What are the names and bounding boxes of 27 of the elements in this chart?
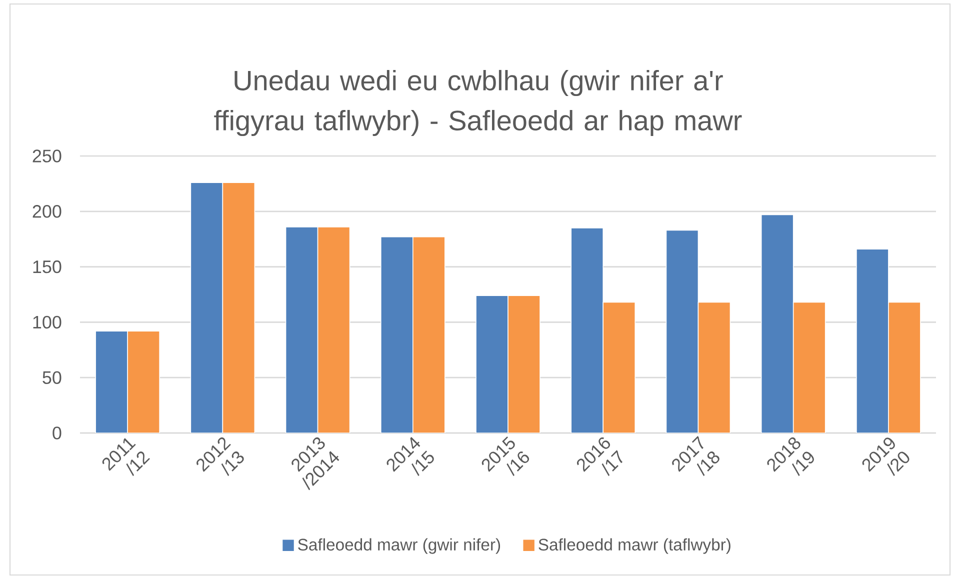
bar bbox=[128, 331, 160, 433]
bar bbox=[222, 182, 255, 433]
bar bbox=[571, 228, 604, 433]
bar bbox=[761, 214, 794, 433]
bar bbox=[793, 302, 826, 433]
y-tick-label: 150 bbox=[33, 260, 62, 274]
y-tick-label: 50 bbox=[42, 371, 62, 384]
y-tick-label: 0 bbox=[52, 426, 62, 440]
y-tick-label: 250 bbox=[32, 150, 62, 162]
y-tick-label: 200 bbox=[32, 205, 62, 218]
bar bbox=[318, 226, 350, 433]
bar bbox=[856, 248, 889, 433]
y-tick-label: 100 bbox=[33, 316, 62, 329]
bar bbox=[476, 296, 508, 433]
bar bbox=[698, 302, 730, 433]
bar bbox=[380, 236, 413, 433]
bar bbox=[666, 230, 698, 433]
bar bbox=[190, 182, 223, 433]
bar bbox=[96, 331, 128, 433]
bar bbox=[412, 236, 445, 433]
bar bbox=[508, 296, 540, 433]
bar bbox=[286, 226, 318, 433]
bar bbox=[603, 302, 636, 433]
chart-title: Unedau wedi eu cwblhau (gwir nifer a'r ffigyrau taflwybr) - Safleoedd ar hap mawr bbox=[214, 70, 742, 136]
legend-label: Safleoedd mawr (gwir nifer) bbox=[298, 538, 500, 554]
bar bbox=[888, 302, 921, 433]
legend-label: Safleoedd mawr (taflwybr) bbox=[538, 538, 730, 554]
